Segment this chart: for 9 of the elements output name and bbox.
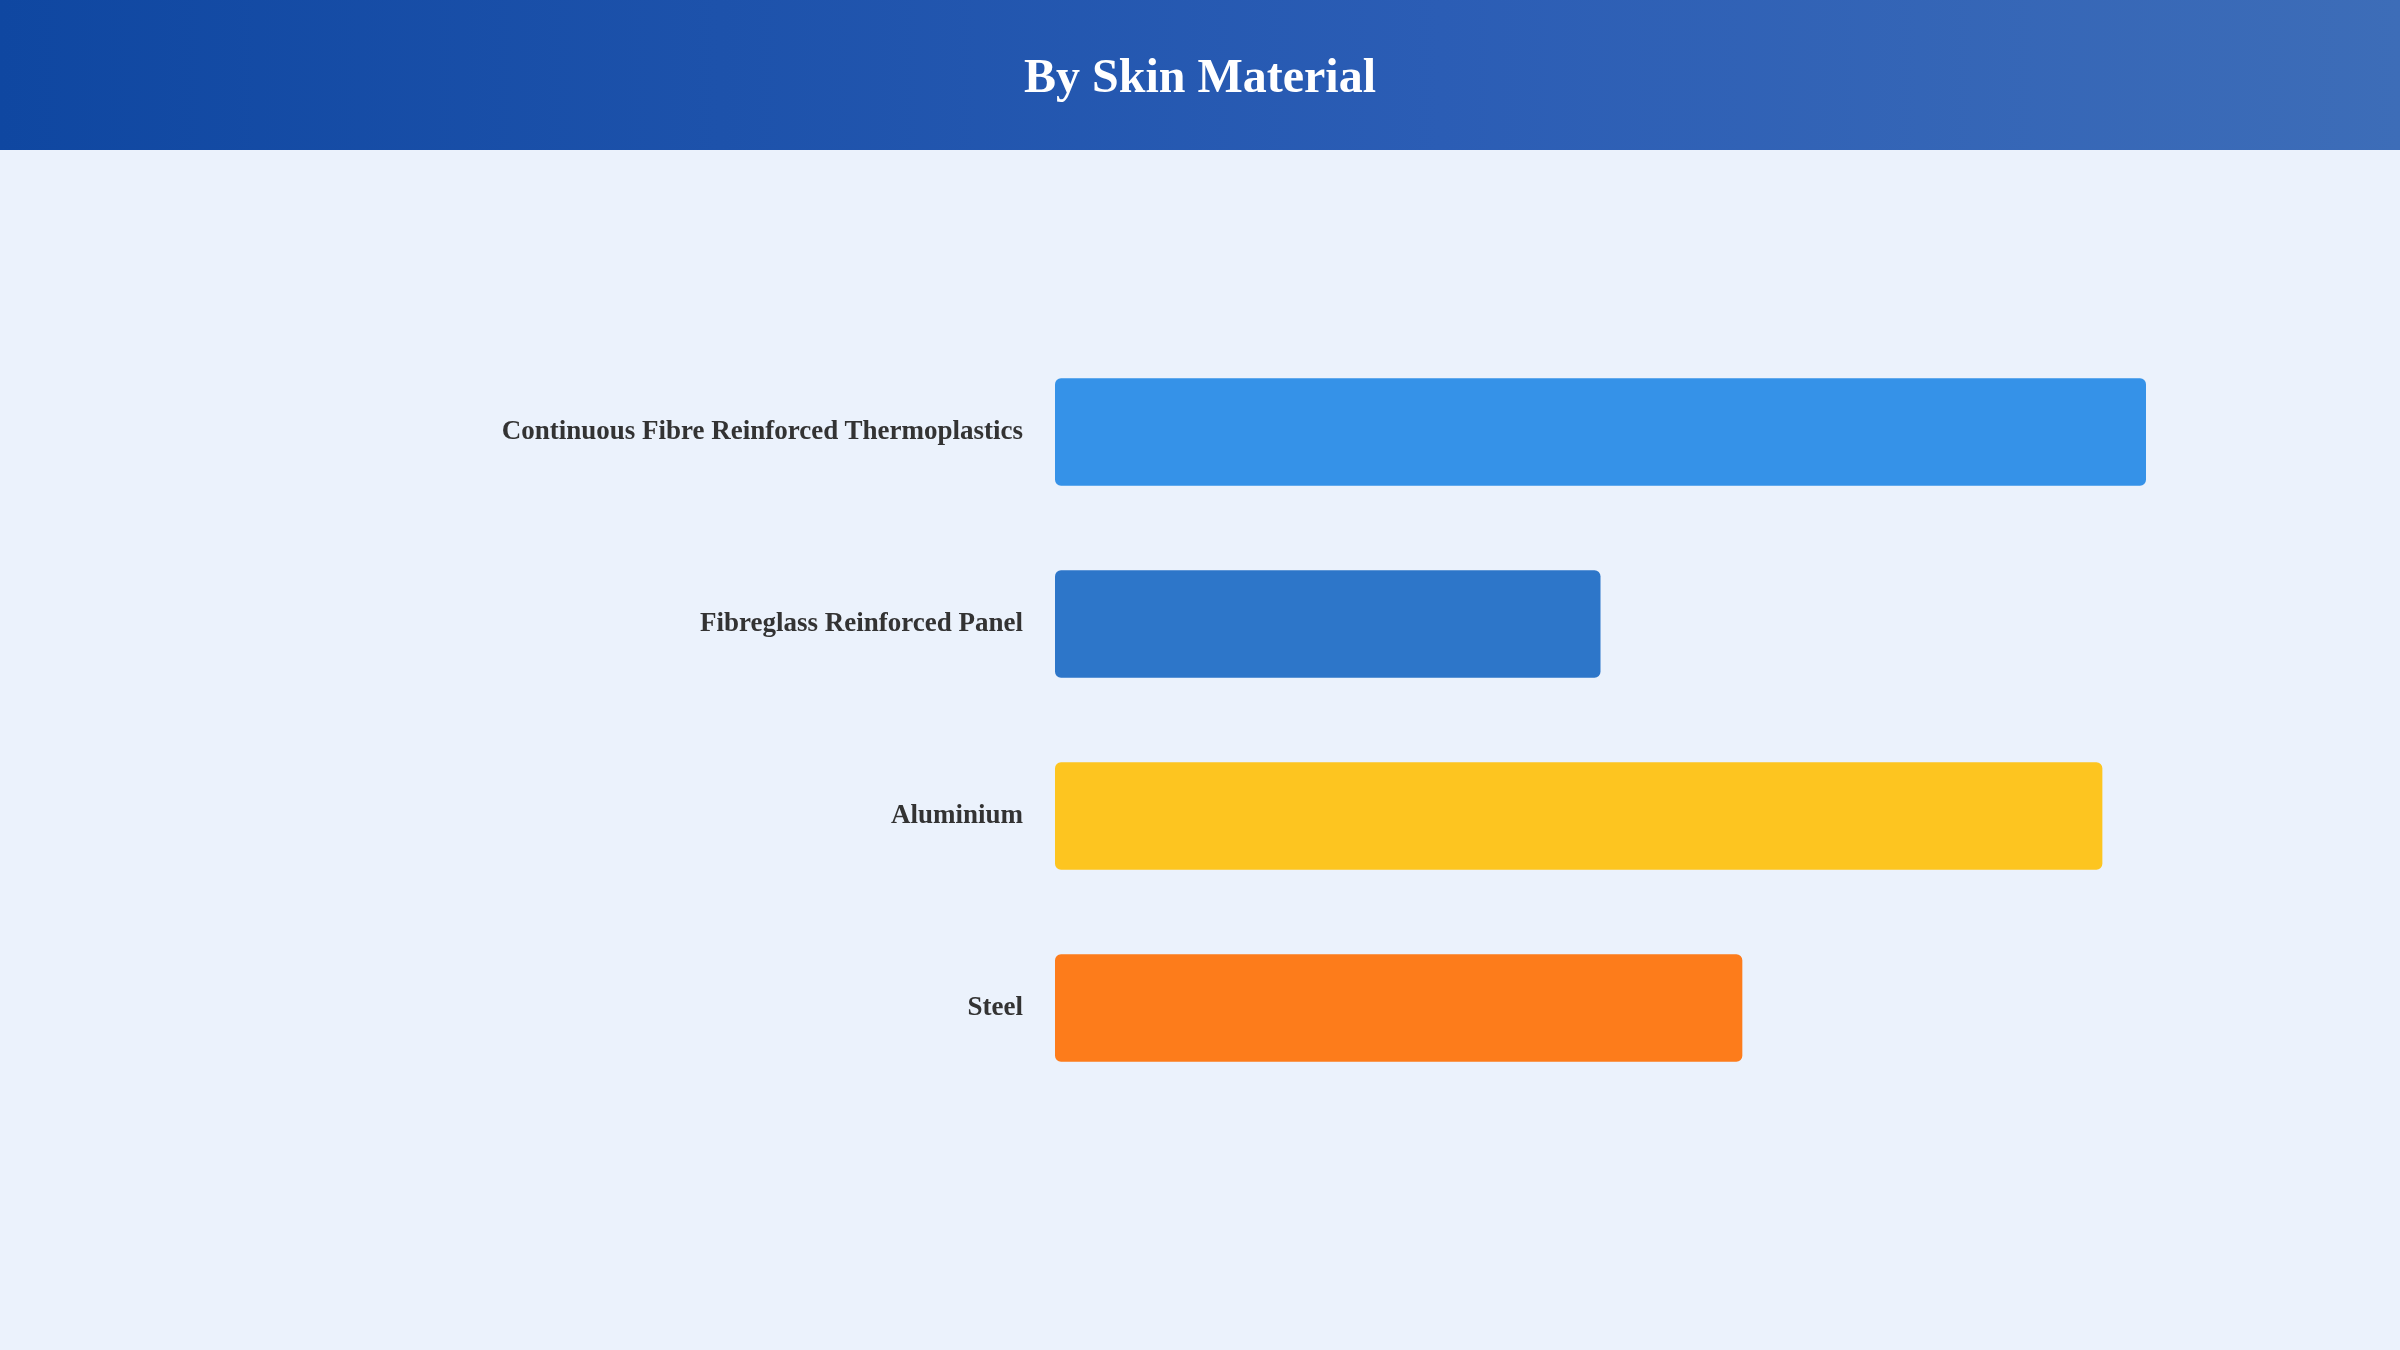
bar [1055,954,1743,1062]
y-tick-label: Continuous Fibre Reinforced Thermoplastics [501,414,1023,445]
y-tick-label: Fibreglass Reinforced Panel [700,606,1024,637]
bar [1055,762,2103,870]
y-tick-label: Steel [967,990,1024,1021]
chart-title: By Skin Material [1023,47,1376,103]
bar [1055,570,1601,678]
y-tick-label: Aluminium [890,798,1024,829]
bar [1055,378,2146,486]
